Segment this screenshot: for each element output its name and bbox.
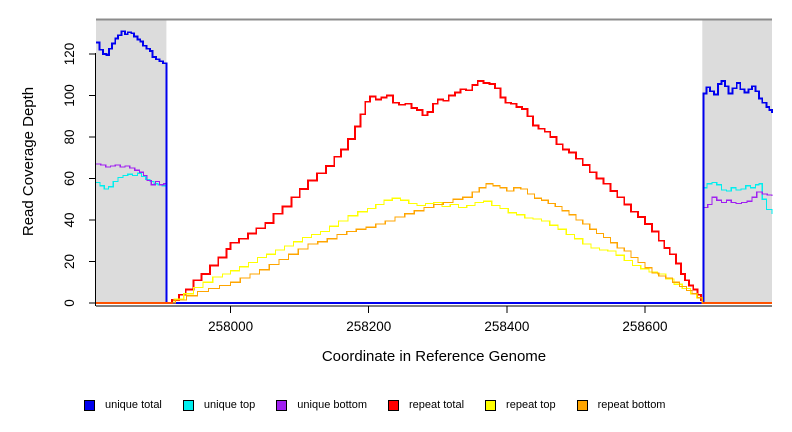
- x-axis-tick-label: 258200: [346, 319, 391, 334]
- y-axis-tick-label: 0: [62, 299, 77, 307]
- legend-label-unique-top: unique top: [203, 399, 256, 411]
- legend-item-unique-total: unique total: [84, 398, 162, 412]
- legend-swatch-repeat-top: [485, 399, 497, 411]
- y-axis-tick-label: 100: [62, 84, 77, 107]
- legend-label-unique-bottom: unique bottom: [297, 399, 367, 411]
- series-line-repeat-top: [96, 197, 772, 304]
- x-axis-tick-label: 258000: [208, 319, 253, 334]
- series-line-unique-total: [96, 30, 773, 304]
- legend-item-repeat-bottom: repeat bottom: [576, 398, 666, 412]
- x-axis-title: Coordinate in Reference Genome: [322, 348, 546, 365]
- series-line-repeat-bottom: [96, 183, 772, 304]
- legend-item-repeat-top: repeat top: [485, 398, 556, 412]
- legend-swatch-repeat-bottom: [576, 399, 588, 411]
- shaded-region-right: [702, 20, 772, 304]
- series-line-repeat-total: [96, 80, 772, 304]
- legend-swatch-repeat-total: [388, 399, 399, 411]
- y-axis-tick-label: 20: [62, 254, 77, 269]
- x-axis-tick-label: 258400: [484, 319, 529, 334]
- legend-item-repeat-total: repeat total: [388, 398, 464, 412]
- legend-label-repeat-bottom: repeat bottom: [597, 399, 666, 411]
- series-line-unique-top: [96, 172, 773, 304]
- y-axis-tick-label: 120: [62, 43, 77, 66]
- legend-label-repeat-top: repeat top: [506, 399, 556, 411]
- legend-item-unique-bottom: unique bottom: [276, 398, 367, 412]
- legend-swatch-unique-total: [84, 399, 95, 411]
- y-axis-tick-label: 60: [62, 171, 77, 186]
- chart-legend: unique total unique top unique bottom repea…: [84, 398, 686, 412]
- legend-label-unique-total: unique total: [105, 399, 162, 411]
- legend-label-repeat-total: repeat total: [409, 399, 465, 411]
- legend-item-unique-top: unique top: [182, 398, 256, 412]
- y-axis-title: Read Coverage Depth: [20, 87, 37, 236]
- x-axis-tick-label: 258600: [622, 319, 667, 334]
- y-axis-tick-label: 80: [62, 129, 77, 144]
- legend-swatch-unique-top: [182, 399, 194, 411]
- series-line-unique-bottom: [96, 163, 773, 304]
- legend-swatch-unique-bottom: [276, 399, 288, 411]
- y-axis-tick-label: 40: [62, 212, 77, 227]
- shaded-region-left: [96, 20, 167, 304]
